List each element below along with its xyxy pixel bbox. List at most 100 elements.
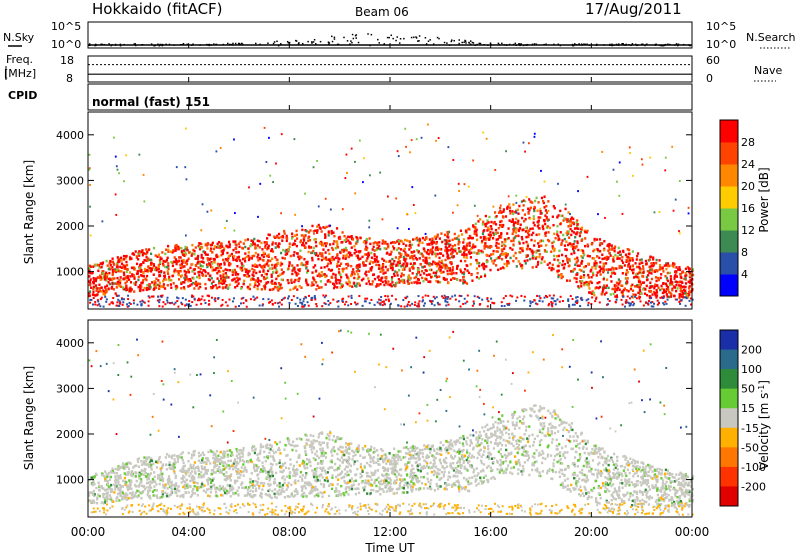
range-cell <box>653 303 655 305</box>
range-cell <box>517 212 519 215</box>
range-cell <box>458 241 460 244</box>
range-cell <box>625 299 627 301</box>
range-cell <box>163 283 165 286</box>
range-cell <box>144 268 146 271</box>
range-cell <box>451 271 453 274</box>
range-cell <box>278 233 280 236</box>
range-cell <box>434 195 436 197</box>
range-cell <box>392 269 394 272</box>
range-cell <box>238 305 240 307</box>
range-cell <box>174 261 176 264</box>
range-cell <box>644 292 646 295</box>
range-cell <box>426 243 428 246</box>
range-cell <box>197 299 199 301</box>
range-cell <box>506 265 508 268</box>
range-cell <box>615 285 617 288</box>
range-cell <box>370 299 372 301</box>
range-cell <box>284 496 286 499</box>
range-cell <box>450 253 452 256</box>
range-cell <box>481 299 483 301</box>
range-cell <box>245 300 247 302</box>
noise-point <box>428 40 430 42</box>
noise-point <box>123 44 125 46</box>
range-cell <box>469 444 471 447</box>
range-cell <box>333 240 335 243</box>
range-cell <box>486 229 488 232</box>
range-cell <box>111 261 113 264</box>
range-cell <box>655 280 657 283</box>
range-cell <box>583 271 585 274</box>
range-cell <box>545 205 547 208</box>
range-cell <box>296 288 298 291</box>
range-cell <box>106 298 108 300</box>
range-cell <box>338 258 340 261</box>
range-cell <box>90 278 92 281</box>
range-cell <box>94 303 96 305</box>
range-cell <box>252 274 254 277</box>
range-cell <box>636 297 638 299</box>
range-cell <box>409 304 411 306</box>
range-cell <box>234 212 236 214</box>
noise-point <box>499 44 501 46</box>
range-cell <box>588 466 590 469</box>
noise-point <box>369 45 371 47</box>
range-cell <box>649 488 651 491</box>
range-cell <box>167 297 169 299</box>
range-cell <box>305 242 307 245</box>
range-cell <box>515 257 517 260</box>
range-cell <box>681 296 683 298</box>
range-cell <box>627 265 629 268</box>
range-cell <box>645 260 647 263</box>
range-cell <box>475 259 477 262</box>
range-cell <box>180 287 182 290</box>
y-tick-label: 1000 <box>56 266 84 279</box>
range-cell <box>158 268 160 271</box>
freq-tick-top: 18 <box>60 54 74 67</box>
range-cell <box>609 248 611 251</box>
range-cell <box>294 240 296 243</box>
range-cell <box>433 296 435 298</box>
range-cell <box>488 234 490 237</box>
range-cell <box>516 296 518 298</box>
range-cell <box>638 283 640 286</box>
range-cell <box>359 257 361 260</box>
range-cell <box>291 299 293 301</box>
range-cell <box>667 299 669 301</box>
range-cell <box>519 227 521 230</box>
range-cell <box>533 215 535 218</box>
range-cell <box>286 240 288 243</box>
noise-point <box>273 43 275 45</box>
range-cell <box>440 453 442 456</box>
range-cell <box>389 463 391 466</box>
range-cell <box>395 197 397 199</box>
range-cell <box>194 461 196 464</box>
range-cell <box>503 208 505 211</box>
range-cell <box>602 288 604 291</box>
range-cell <box>529 218 531 220</box>
range-cell <box>661 288 663 291</box>
range-cell <box>162 301 164 303</box>
range-cell <box>457 204 459 206</box>
noise-point <box>160 44 162 46</box>
range-cell <box>514 236 516 239</box>
range-cell <box>643 270 645 273</box>
range-cell <box>636 266 638 269</box>
range-cell <box>308 231 310 234</box>
range-cell <box>465 230 467 233</box>
range-cell <box>317 258 319 261</box>
range-cell <box>130 281 132 284</box>
range-cell <box>315 288 317 291</box>
range-cell <box>122 304 124 306</box>
range-cell <box>480 470 482 473</box>
range-cell <box>541 197 543 200</box>
range-cell <box>600 487 602 490</box>
range-cell <box>505 460 507 463</box>
range-cell <box>505 295 507 297</box>
range-cell <box>407 213 409 215</box>
range-cell <box>591 490 593 493</box>
range-cell <box>295 230 297 233</box>
range-cell <box>291 273 293 276</box>
range-cell <box>142 279 144 282</box>
noise-point <box>315 43 317 45</box>
range-cell <box>295 303 297 305</box>
